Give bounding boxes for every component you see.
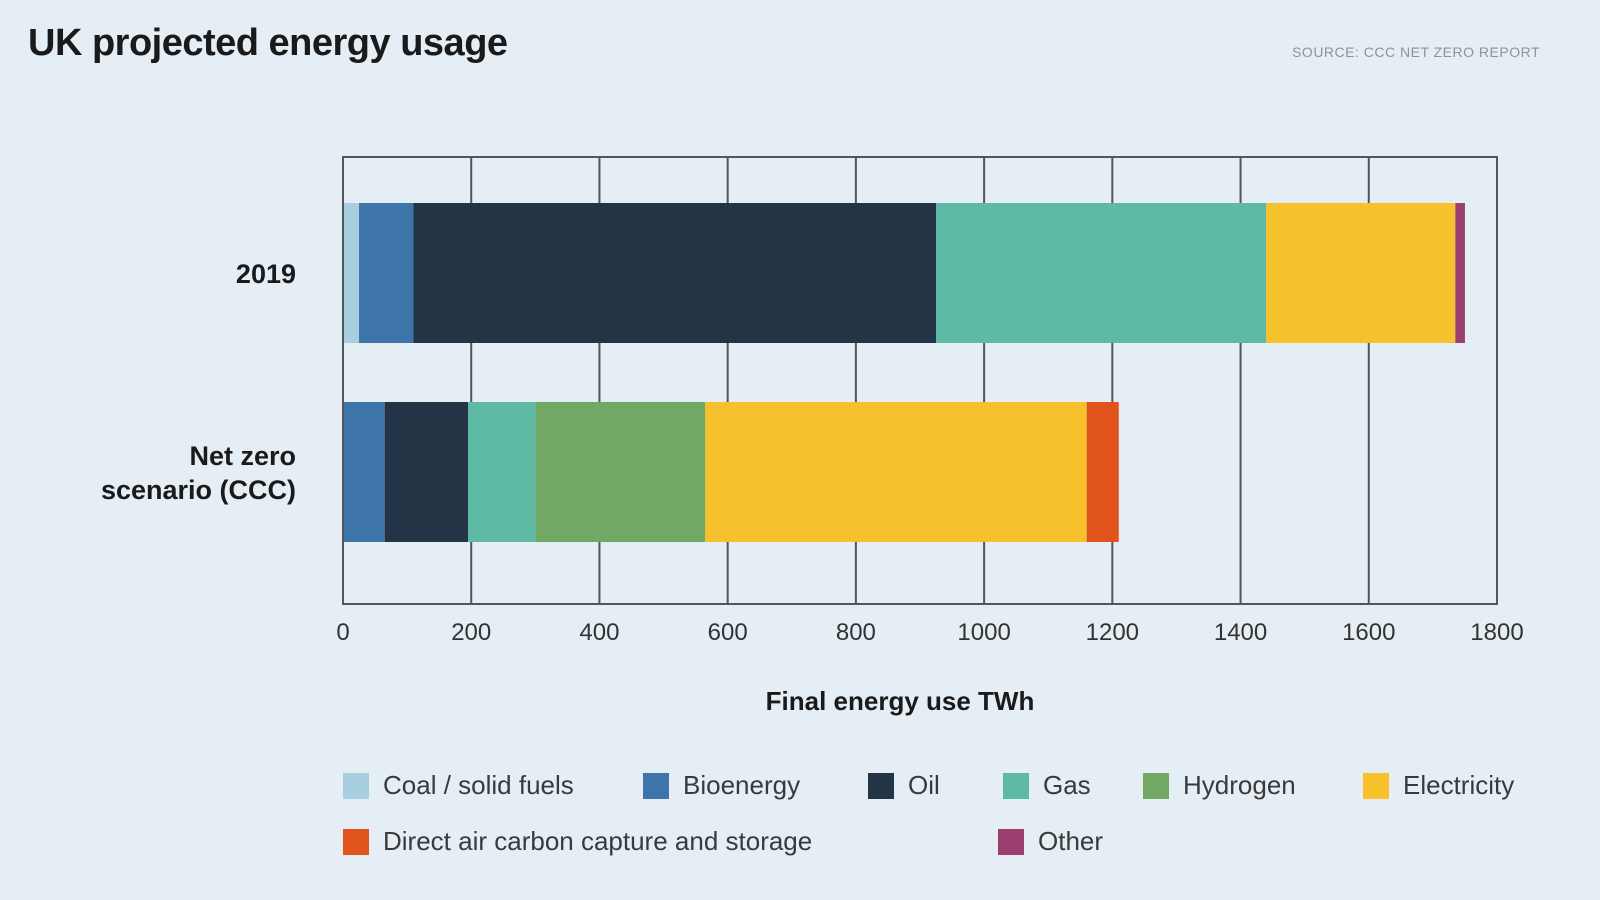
bar-segment bbox=[343, 402, 385, 542]
source-note: SOURCE: CCC NET ZERO REPORT bbox=[1292, 44, 1540, 60]
legend-label: Electricity bbox=[1403, 770, 1515, 800]
x-tick-label: 1200 bbox=[1086, 619, 1139, 646]
x-tick-label: 1000 bbox=[957, 619, 1010, 646]
bar-segment bbox=[468, 402, 536, 542]
legend-item: Gas bbox=[1003, 770, 1091, 801]
page-title: UK projected energy usage bbox=[28, 22, 508, 64]
legend-item: Hydrogen bbox=[1143, 770, 1296, 801]
x-axis-label: Final energy use TWh bbox=[766, 686, 1035, 716]
legend-label: Coal / solid fuels bbox=[383, 770, 574, 800]
legend-swatch bbox=[868, 772, 894, 799]
legend-item: Direct air carbon capture and storage bbox=[343, 826, 812, 857]
x-tick-label: 1600 bbox=[1342, 619, 1395, 646]
legend-item: Electricity bbox=[1363, 770, 1514, 801]
legend-swatch bbox=[1363, 772, 1389, 799]
energy-bar-chart: 2019 Net zero scenario (CCC) 0 200 400 600 800… bbox=[101, 156, 1524, 716]
bar-segment bbox=[384, 402, 469, 542]
legend-swatch bbox=[1003, 772, 1029, 799]
legend-label: Other bbox=[1038, 826, 1104, 856]
bar-segment bbox=[413, 203, 937, 343]
legend-item: Other bbox=[998, 826, 1103, 857]
bar-segment bbox=[1086, 402, 1119, 542]
bar-segment bbox=[359, 203, 414, 343]
legend-swatch bbox=[1143, 772, 1169, 799]
x-tick-label: 0 bbox=[336, 619, 349, 646]
x-tick-label: 600 bbox=[708, 619, 748, 646]
legend-label: Direct air carbon capture and storage bbox=[383, 826, 813, 856]
bar-segment bbox=[535, 402, 706, 542]
category-label: 2019 bbox=[236, 259, 296, 289]
legend-row: Coal / solid fuels Bioenergy Oil Gas Hydroge… bbox=[343, 770, 1583, 800]
legend-swatch bbox=[343, 772, 369, 799]
legend-label: Gas bbox=[1043, 770, 1091, 800]
category-labels: 2019 Net zero scenario (CCC) bbox=[101, 259, 296, 505]
x-tick-label: 1800 bbox=[1470, 619, 1523, 646]
x-tick-label: 400 bbox=[579, 619, 619, 646]
legend-item: Coal / solid fuels bbox=[343, 770, 574, 801]
legend: Coal / solid fuels Bioenergy Oil Gas Hydroge… bbox=[343, 770, 1583, 882]
legend-label: Hydrogen bbox=[1183, 770, 1296, 800]
legend-item: Bioenergy bbox=[643, 770, 800, 801]
category-label: scenario (CCC) bbox=[101, 475, 296, 505]
x-tick-labels: 0 200 400 600 800 1000 1200 1400 1600 1800 bbox=[336, 619, 1523, 646]
bar-segment bbox=[1455, 203, 1465, 343]
bar-segment bbox=[343, 203, 360, 343]
legend-swatch bbox=[343, 828, 369, 855]
bar-segment bbox=[936, 203, 1267, 343]
legend-row: Direct air carbon capture and storage Oth… bbox=[343, 826, 1583, 856]
bar-segment bbox=[705, 402, 1087, 542]
plot-frame bbox=[342, 156, 1498, 605]
bar-segment bbox=[1266, 203, 1456, 343]
x-tick-label: 800 bbox=[836, 619, 876, 646]
bars bbox=[343, 203, 1465, 542]
x-tick-label: 1400 bbox=[1214, 619, 1267, 646]
legend-label: Bioenergy bbox=[683, 770, 801, 800]
legend-swatch bbox=[998, 828, 1024, 855]
x-tick-label: 200 bbox=[451, 619, 491, 646]
category-label: Net zero bbox=[189, 441, 296, 471]
legend-item: Oil bbox=[868, 770, 940, 801]
legend-swatch bbox=[643, 772, 669, 799]
legend-label: Oil bbox=[908, 770, 940, 800]
